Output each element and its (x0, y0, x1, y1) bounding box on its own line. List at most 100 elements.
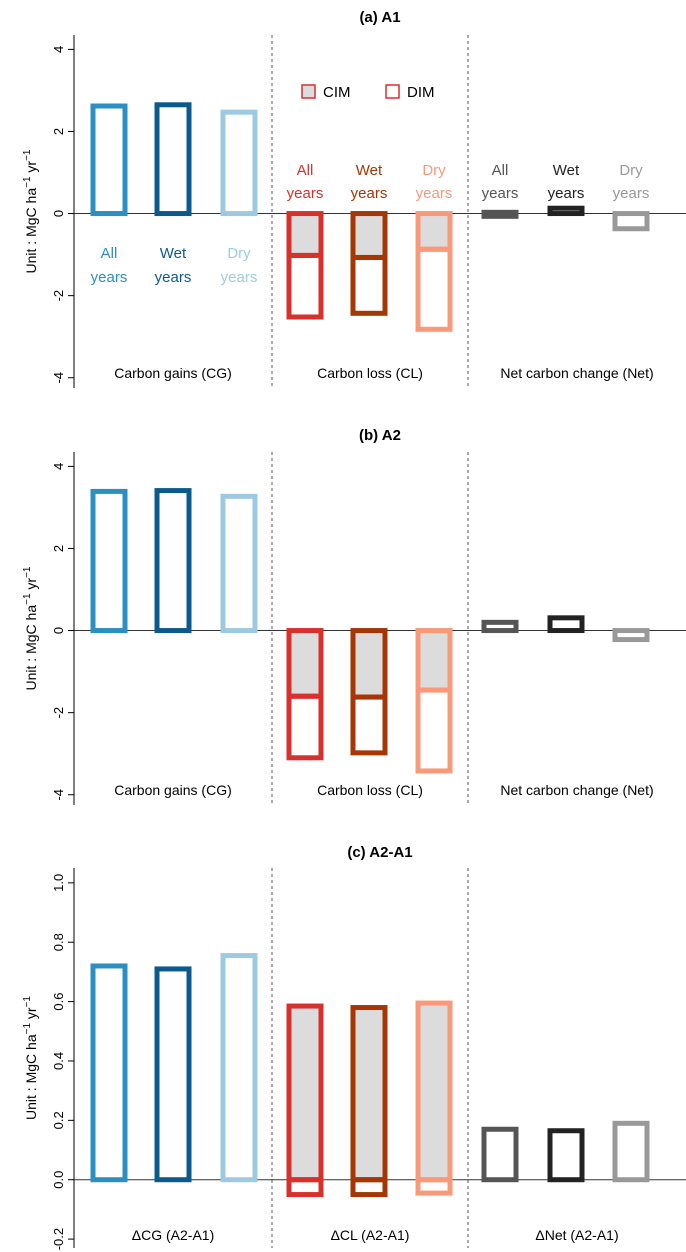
cg-category-label: All (101, 245, 118, 262)
group-label: Net carbon change (Net) (500, 782, 653, 798)
cg-category-label: years (91, 269, 128, 286)
cl-category-label: Dry (422, 162, 446, 179)
y-tick-label: 4 (51, 463, 66, 470)
legend-cim-swatch (301, 84, 316, 99)
cl-category-label: years (351, 185, 388, 202)
group-label: Carbon loss (CL) (317, 365, 423, 381)
cg-category-label: Dry (227, 245, 251, 262)
y-tick-label: -4 (51, 372, 66, 384)
legend-dim-swatch (385, 84, 400, 99)
cg-bar (154, 966, 192, 1183)
group-label: Net carbon change (Net) (500, 365, 653, 381)
y-tick-label: 2 (51, 128, 66, 135)
cl-category-label: years (416, 185, 453, 202)
y-tick-label: 0.0 (51, 1171, 66, 1189)
cl-dim-bar (350, 1177, 388, 1198)
y-tick-label: 0 (51, 210, 66, 217)
y-tick-label: 1.0 (51, 874, 66, 892)
y-axis-label-text: Unit : MgC ha (23, 605, 39, 691)
panel-title: (b) A2 (359, 427, 401, 444)
cg-bar (90, 103, 128, 217)
y-axis-label-exponent: −1 (22, 566, 33, 578)
cg-bar (154, 102, 192, 217)
net-category-label: Wet (553, 162, 580, 179)
group-label: ΔCG (A2-A1) (132, 1227, 214, 1243)
group-label: Carbon gains (CG) (114, 365, 232, 381)
cg-category-label: Wet (160, 245, 187, 262)
y-axis-label-text: yr (23, 1007, 39, 1023)
y-axis-label: Unit : MgC ha−1 yr−1 (22, 149, 39, 273)
net-bar (547, 1128, 585, 1183)
net-category-label: years (613, 185, 650, 202)
panel-c: (c) A2-A1 -0.2 0.0 0.2 0.4 0.6 0.8 1.0 ΔCG (A2-A… (22, 844, 686, 1250)
cl-cim-bar (286, 211, 324, 258)
cl-dim-bar (415, 246, 453, 332)
group-label: ΔCL (A2-A1) (331, 1227, 410, 1243)
y-axis-label-exponent: −1 (22, 1023, 33, 1035)
cl-dim-bar (350, 694, 388, 756)
y-axis-label-text: yr (23, 161, 39, 177)
y-tick-label: -2 (51, 290, 66, 302)
cg-bar (90, 488, 128, 634)
cg-bar (220, 953, 258, 1183)
cl-dim-bar (286, 1177, 324, 1198)
y-axis-label-exponent: −1 (22, 996, 33, 1008)
cl-cim-bar (350, 1005, 388, 1183)
net-bar (612, 1120, 650, 1183)
y-tick-label: 0.4 (51, 1052, 66, 1070)
legend-dim-label: DIM (407, 84, 435, 101)
panel-a: (a) A1 -4 -2 0 2 4 Carbon gains (CG) Carbon los… (22, 9, 686, 388)
y-axis-label-exponent: −1 (22, 149, 33, 161)
panel-title: (c) A2-A1 (347, 844, 412, 861)
cl-cim-bar (350, 211, 388, 260)
cg-bar (90, 963, 128, 1183)
y-axis-label: Unit : MgC ha−1 yr−1 (22, 996, 39, 1120)
cg-category-label: years (155, 269, 192, 286)
y-tick-label: 0.2 (51, 1111, 66, 1129)
net-bar (481, 1126, 519, 1183)
cl-cim-bar (415, 628, 453, 693)
net-category-label: Dry (619, 162, 643, 179)
y-tick-label: 4 (51, 46, 66, 53)
group-label: ΔNet (A2-A1) (535, 1227, 618, 1243)
y-axis-label-text: Unit : MgC ha (23, 188, 39, 274)
cg-bar (220, 493, 258, 634)
cl-dim-bar (286, 252, 324, 320)
y-tick-label: -4 (51, 789, 66, 801)
net-category-label: All (492, 162, 509, 179)
group-label: Carbon loss (CL) (317, 782, 423, 798)
y-tick-label: 0.8 (51, 933, 66, 951)
y-tick-label: -2 (51, 707, 66, 719)
net-bar (547, 615, 585, 634)
y-axis-label: Unit : MgC ha−1 yr−1 (22, 566, 39, 690)
cg-category-label: years (221, 269, 258, 286)
cl-category-label: Wet (356, 162, 383, 179)
y-axis-label-text: yr (23, 578, 39, 594)
y-tick-label: 2 (51, 545, 66, 552)
y-tick-label: 0 (51, 627, 66, 634)
net-bar (547, 205, 585, 217)
cl-cim-bar (350, 628, 388, 700)
cl-category-label: years (287, 185, 324, 202)
group-label: Carbon gains (CG) (114, 782, 232, 798)
cl-dim-bar (286, 693, 324, 761)
panel-b: (b) A2 -4 -2 0 2 4 Carbon gains (CG) Carbon los… (22, 427, 686, 805)
y-tick-label: -0.2 (51, 1228, 66, 1250)
net-bar (481, 619, 519, 634)
cg-bar (154, 488, 192, 634)
cl-category-label: All (297, 162, 314, 179)
cl-cim-bar (415, 211, 453, 252)
net-bar (612, 628, 650, 643)
y-axis-label-text: Unit : MgC ha (23, 1034, 39, 1120)
cl-cim-bar (415, 1000, 453, 1183)
net-category-label: years (548, 185, 585, 202)
panel-title: (a) A1 (359, 9, 400, 26)
cl-dim-bar (415, 687, 453, 774)
cl-dim-bar (415, 1177, 453, 1196)
legend-cim-label: CIM (323, 84, 351, 101)
cg-bar (220, 109, 258, 217)
y-tick-label: 0.6 (51, 993, 66, 1011)
cl-cim-bar (286, 628, 324, 699)
y-axis-label-exponent: −1 (22, 176, 33, 188)
